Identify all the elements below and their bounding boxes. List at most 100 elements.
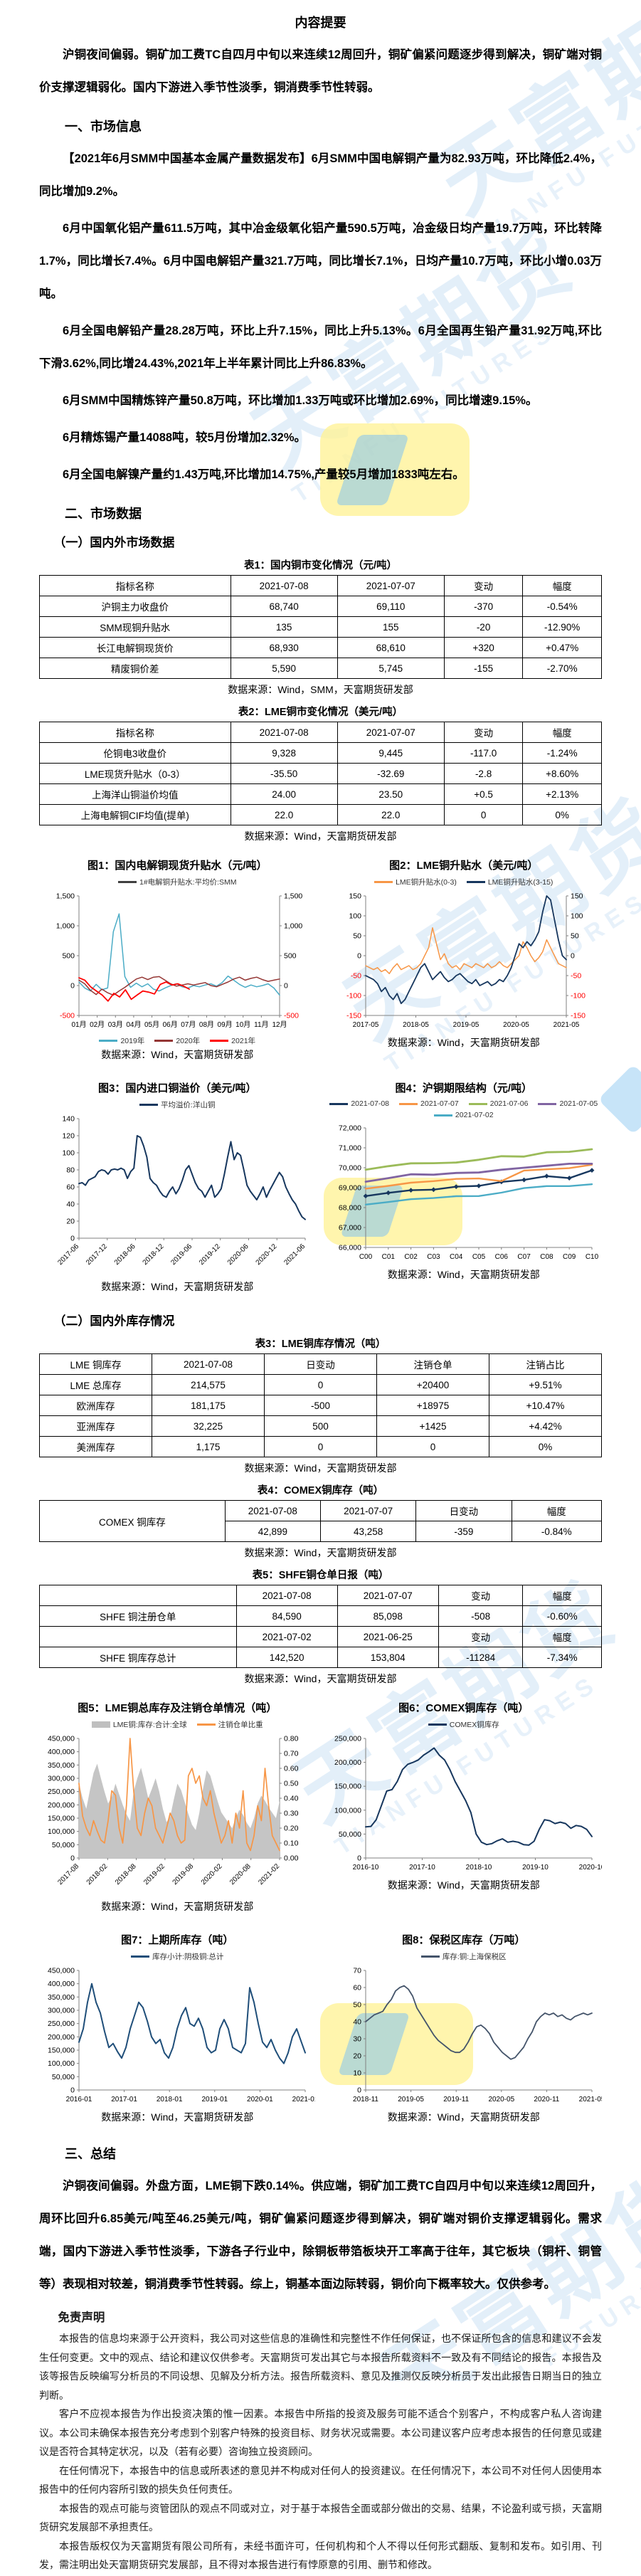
svg-text:200,000: 200,000 [334, 1758, 361, 1767]
table-cell: 153,804 [337, 1647, 439, 1668]
legend-swatch [420, 1955, 440, 1958]
svg-text:2019-08: 2019-08 [171, 1862, 196, 1886]
svg-text:2020-10: 2020-10 [578, 1864, 601, 1872]
svg-text:150: 150 [571, 892, 583, 901]
svg-text:2017-12: 2017-12 [85, 1242, 109, 1267]
svg-text:-50: -50 [571, 972, 581, 981]
svg-text:66,000: 66,000 [339, 1244, 361, 1252]
svg-text:-500: -500 [284, 1012, 299, 1020]
svg-text:250,000: 250,000 [48, 1788, 75, 1796]
svg-text:C05: C05 [472, 1253, 486, 1261]
svg-text:120: 120 [63, 1132, 75, 1141]
body-paragraph: 6月SMM中国精炼锌产量50.8万吨，环比增加1.33万吨或环比增加2.69%，… [63, 394, 538, 407]
figure-1: 图1：国内电解铜现货升贴水（元/吨） 1#电解铜升贴水:平均价:SMM 1,500 1… [39, 850, 316, 1069]
svg-text:2018-08: 2018-08 [114, 1862, 138, 1886]
figure-row-1: 图1：国内电解铜现货升贴水（元/吨） 1#电解铜升贴水:平均价:SMM 1,500 1… [39, 850, 602, 1069]
chart-legend: LME铜:库存:合计:全球 注销仓单比重 [39, 1719, 316, 1730]
legend-item: 2021-07-06 [468, 1099, 528, 1108]
figure-row-4: 图7：上期所库存（吨） 库存小计:阴极铜:总计 450,000 400,000 350,… [39, 1925, 602, 2131]
chart-legend: 平均溢价:洋山铜 [39, 1099, 316, 1110]
svg-text:140: 140 [63, 1115, 75, 1124]
table-cell: -155 [443, 658, 524, 679]
svg-text:2018-06: 2018-06 [113, 1242, 137, 1267]
legend-item: COMEX铜库存 [428, 1719, 499, 1730]
table-cell: +1425 [376, 1415, 489, 1437]
table-cell: 2021-07-08 [152, 1353, 265, 1375]
table-cell: 亚洲库存 [39, 1415, 152, 1437]
legend-swatch [154, 1040, 174, 1042]
svg-text:0: 0 [571, 952, 575, 961]
table-cell: 欧洲库存 [39, 1395, 152, 1416]
svg-text:450,000: 450,000 [48, 1735, 75, 1743]
svg-text:C04: C04 [450, 1253, 463, 1261]
table-cell [39, 1626, 237, 1647]
table-cell: 5,745 [337, 658, 445, 679]
figure-title: 图3：国内进口铜溢价（美元/吨） [97, 1082, 257, 1094]
table-source: 数据来源：Wind，天富期货研发部 [244, 1462, 397, 1474]
svg-text:150: 150 [349, 892, 361, 901]
table-cell: 2021-06-25 [337, 1626, 439, 1647]
svg-text:40: 40 [353, 2018, 361, 2027]
figure-source: 数据来源：Wind，天富期货研发部 [387, 1879, 540, 1891]
table-row: 亚洲库存 32,225 500 +1425 +4.42% [39, 1415, 602, 1437]
svg-text:71,000: 71,000 [339, 1144, 361, 1153]
table-cell: 500 [264, 1415, 377, 1437]
legend-item: 库存小计:阴极铜:总计 [131, 1951, 223, 1962]
chart-legend: 库存小计:阴极铜:总计 [39, 1951, 316, 1962]
table-cell: +20400 [376, 1374, 489, 1395]
legend-swatch [399, 1102, 418, 1105]
chart-canvas: 150 100 50 0 -50 -100 -150 150 100 50 0 -50 -100 -150… [346, 892, 586, 1030]
svg-text:C02: C02 [404, 1253, 418, 1261]
svg-text:60: 60 [67, 1183, 75, 1192]
svg-text:06月: 06月 [163, 1020, 178, 1029]
legend-swatch [139, 1104, 159, 1106]
table-cell: 2021-07-08 [230, 722, 338, 743]
figure-6: 图6：COMEX铜库存（吨） COMEX铜库存 250,000 200,000 150,… [326, 1693, 603, 1921]
svg-text:C06: C06 [494, 1253, 508, 1261]
table-row: SHFE 铜库存总计 142,520 153,804 -11284 -7.34% [39, 1647, 602, 1668]
table-row: COMEX 铜库存 2021-07-08 2021-07-07 日变动 幅度 [39, 1500, 603, 1542]
svg-text:0: 0 [284, 982, 288, 991]
table-cell: 幅度 [522, 1585, 602, 1606]
figure-title: 图7：上期所库存（吨） [121, 1934, 234, 1946]
table-cell: 0 [264, 1436, 377, 1457]
disclaimer-paragraph: 本报告的观点可能与资管团队的观点不同或对立，对于基于本报告全面或部分做出的交易、… [39, 2503, 602, 2534]
svg-text:0: 0 [357, 2086, 361, 2095]
svg-text:100: 100 [63, 1149, 75, 1158]
disclaimer-heading: 免责声明 [58, 2311, 105, 2324]
table-cell: -2.70% [522, 658, 602, 679]
svg-text:50: 50 [353, 932, 361, 941]
svg-text:100,000: 100,000 [48, 1827, 75, 1836]
svg-text:0: 0 [357, 1854, 361, 1863]
table-cell: 43,258 [319, 1521, 417, 1542]
legend-swatch [538, 1102, 557, 1105]
legend-item: 2021-07-02 [433, 1111, 494, 1119]
svg-text:2017-10: 2017-10 [409, 1864, 435, 1872]
table-cell: +4.42% [489, 1415, 602, 1437]
svg-text:0.00: 0.00 [284, 1854, 299, 1863]
svg-text:50,000: 50,000 [52, 2073, 75, 2081]
table-cell: -0.84% [511, 1521, 603, 1542]
legend-swatch [374, 881, 393, 883]
figure-5: 图5：LME铜总库存及注销仓单情况（吨） LME铜:库存:合计:全球 注销仓单比重 4… [39, 1693, 316, 1921]
table-title: 表4：COMEX铜库存（吨） [257, 1485, 384, 1496]
table-row: 2021-07-08 2021-07-07 变动 幅度 [39, 1585, 602, 1606]
svg-text:350,000: 350,000 [48, 1993, 75, 2002]
svg-text:100,000: 100,000 [48, 2059, 75, 2068]
table-cell: 2021-07-07 [319, 1500, 417, 1521]
table-cell: 幅度 [511, 1500, 603, 1521]
disclaimer-paragraph: 本报告的信息均来源于公开资料，我公司对这些信息的准确性和完整性不作任何保证，也不… [39, 2334, 602, 2402]
svg-text:1,000: 1,000 [284, 922, 302, 931]
table-2-block: 表2：LME铜市变化情况（美元/吨） 指标名称 2021-07-08 2021-07-… [39, 704, 602, 843]
svg-text:200,000: 200,000 [48, 2033, 75, 2042]
table-cell: 幅度 [522, 1626, 602, 1647]
table-source: 数据来源：Wind，SMM，天富期货研发部 [228, 684, 413, 695]
svg-text:C03: C03 [427, 1253, 440, 1261]
table-cell: 注销占比 [489, 1353, 602, 1375]
table-row: SMM现铜升贴水 135 155 -20 -12.90% [39, 616, 602, 638]
table-title: 表3：LME铜库存情况（吨） [255, 1339, 386, 1350]
legend-label: LME铜升贴水(0-3) [396, 878, 457, 887]
section-3-paragraphs: 沪铜夜间偏弱。外盘方面，LME铜下跌0.14%。供应端，铜矿加工费TC自四月中旬… [39, 2170, 602, 2301]
svg-text:100: 100 [349, 912, 361, 921]
